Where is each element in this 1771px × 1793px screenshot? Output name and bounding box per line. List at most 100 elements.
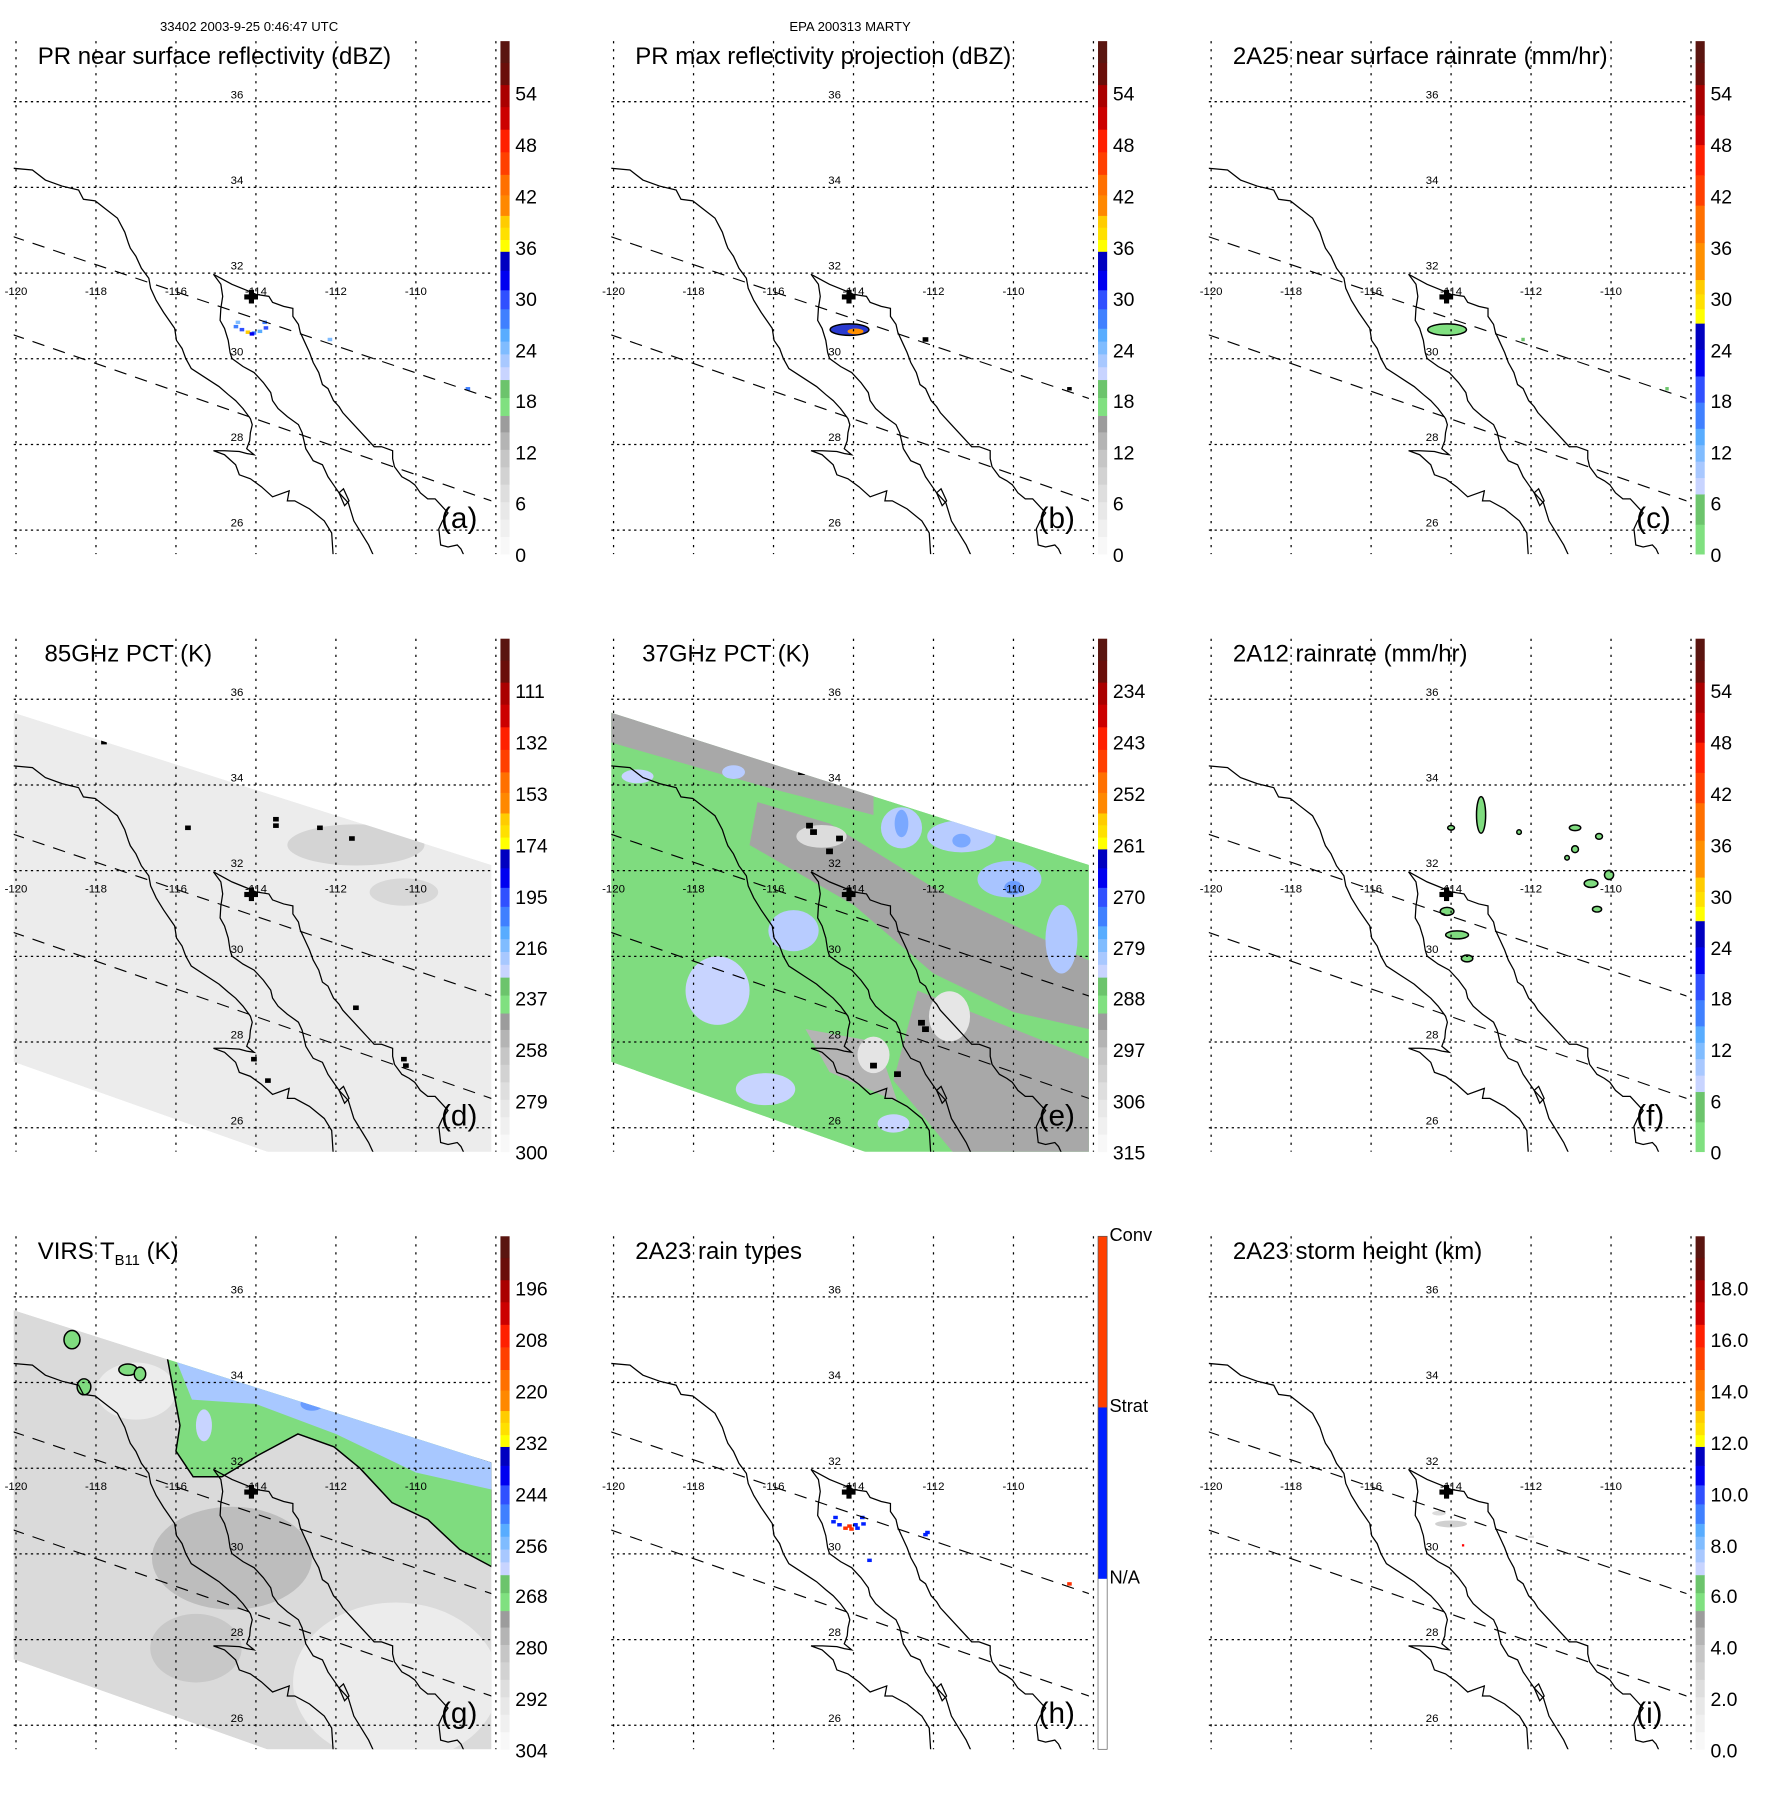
colorbar-label: 18.0 [1710,1278,1749,1301]
data-pixel [245,330,251,334]
coastline [212,273,374,555]
colorbar-bin [500,239,510,252]
lon-label: -118 [85,883,107,895]
lon-label: -112 [1520,883,1542,895]
lon-label: -116 [165,286,187,298]
map-area [611,712,1089,1152]
colorbar-bin [1098,660,1108,683]
colorbar-bin [1098,1116,1108,1135]
lat-label: 30 [1426,944,1439,956]
colorbar [1695,1236,1705,1750]
colorbar-bin [1695,175,1705,206]
colorbar-bin [1695,84,1705,116]
site-cross-icon [1439,887,1454,902]
warm-region [95,1362,176,1420]
lat-label: 34 [1426,175,1439,187]
lat-label: 32 [828,1456,841,1468]
lon-label: -118 [85,1481,107,1493]
panel-f: -120 -118 -116 -114 -112 -110 36 34 32 30 28 26 54 48… [1195,598,1771,1196]
lat-label: 26 [1426,1713,1439,1725]
lat-label: 32 [1426,261,1439,273]
panel-title: 2A25 near surface rainrate (mm/hr) [1233,43,1608,70]
cold-region [685,956,750,1025]
colorbar-bin [500,837,510,850]
colorbar-bin [1695,1523,1705,1537]
site-cross-icon [841,1484,856,1499]
warm-region [749,802,1089,1030]
colorbar-bin [500,813,510,826]
colorbar-bin [1695,444,1705,462]
colorbar-bin [1695,877,1705,892]
lon-label: -120 [5,1481,28,1493]
colorbar-label: 237 [515,988,548,1011]
colorbar-bin [1695,294,1705,310]
colorbar-label: 42 [1710,186,1733,208]
panel-title-text: PR near surface reflectivity (dBZ) [37,43,392,70]
cold-cloud-region [63,1329,81,1350]
colorbar-bin [1098,501,1108,520]
colorbar-label: 12 [1710,1040,1733,1062]
lat-label: 30 [231,346,244,358]
site-cross-icon [244,289,258,304]
colorbar-bin [500,638,510,661]
lon-label: -116 [763,883,785,895]
cold-cloud-core [300,1397,324,1411]
colorbar-label: 42 [1112,186,1135,208]
colorbar-bin [500,1679,510,1698]
lat-label: 28 [231,1627,244,1639]
case-id-header: EPA 200313 MARTY [789,20,911,35]
colorbar-label: 195 [515,886,548,908]
coastline [611,765,932,1152]
data-pixel [1521,337,1525,342]
data-pixel [894,1071,901,1078]
colorbar-bin [500,749,510,773]
map-area [1208,1362,1687,1750]
panel-letter: (b) [1038,500,1075,535]
data-pixel [1461,1544,1465,1547]
colorbar-bin [1695,205,1705,244]
lat-label: 36 [1426,1284,1439,1296]
colorbar-bin [1695,1446,1705,1466]
colorbar-bin [1098,195,1108,216]
colorbar-bin [1098,129,1108,153]
colorbar-bin [1098,1064,1108,1083]
colorbar-bin [1695,920,1705,948]
swath-image [611,712,1089,1152]
panel-title-subscript: B11 [114,1251,140,1269]
lon-label: -110 [1002,286,1024,298]
colorbar-bin [500,1731,510,1750]
lat-label: 30 [231,944,244,956]
coastline [1408,871,1660,1152]
colorbar-bin [1098,868,1108,888]
colorbar-bin [500,1504,510,1524]
colorbar-bin [1695,376,1705,403]
colorbar-bin [1695,41,1705,64]
colorbar-bin [1695,1410,1705,1423]
colorbar-bin [500,1422,510,1436]
lon-label: -120 [1200,1481,1223,1493]
storm-height-region [1435,1520,1468,1528]
colorbar-label: 304 [515,1740,548,1762]
panel-a: -120 -118 -116 -114 -112 -110 36 34 32 30 28 26 54 48… [0,0,598,598]
lat-label: 32 [1426,858,1439,870]
colorbar-bin [500,519,510,538]
colorbar-label: 232 [515,1432,548,1455]
colorbar-bin [1098,977,1108,996]
swath-edge-line [13,833,492,997]
colorbar-label: 54 [515,83,537,106]
panel-letter: (a) [441,500,478,535]
data-pixel [1665,387,1669,391]
colorbar-bin [500,726,510,750]
colorbar-label: 220 [515,1381,548,1403]
data-pixel [853,1523,858,1527]
colorbar-bin [500,308,510,329]
lon-label: -118 [683,883,705,895]
data-pixel [101,739,107,745]
colorbar-bin [500,341,510,355]
colorbar-bin [1695,1662,1705,1680]
echo-core [847,328,864,335]
coastline [213,1468,465,1750]
colorbar-bin [500,106,510,130]
colorbar-bin [500,1369,510,1391]
